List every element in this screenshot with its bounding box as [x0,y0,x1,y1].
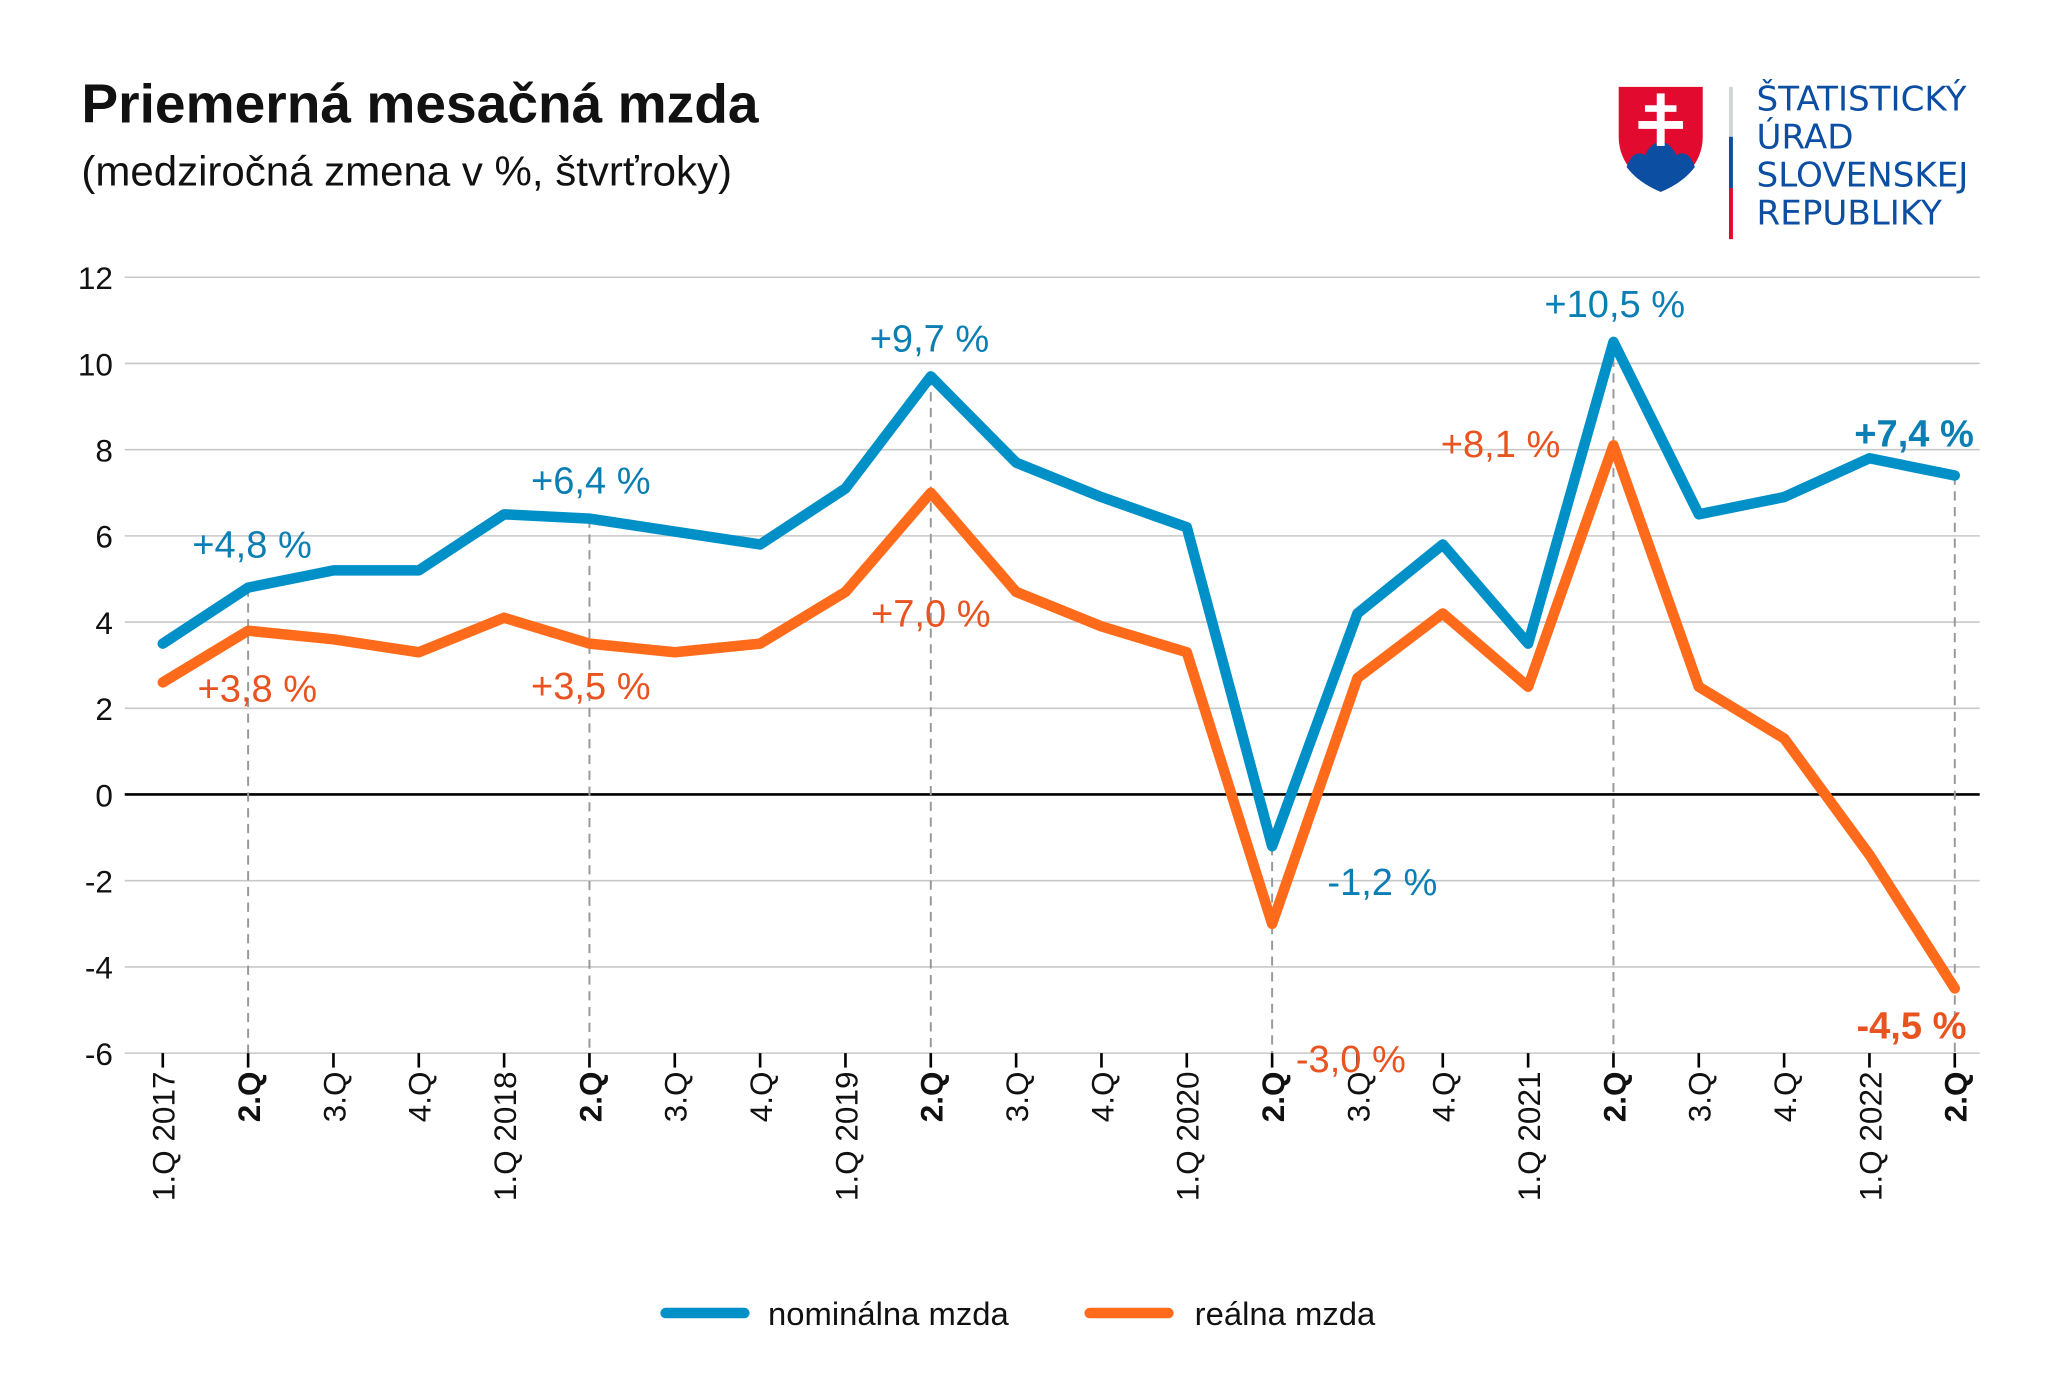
x-tick-label: 2.Q [914,1071,950,1122]
logo-text-line: ÚRAD [1757,117,1854,158]
y-tick-label: 0 [95,777,113,813]
data-label: -3,0 % [1296,1039,1406,1081]
x-tick-label: 4.Q [1084,1071,1120,1122]
x-tick-label: 3.Q [1682,1071,1718,1122]
plot-area: 12 10 8 6 4 2 0 -2 -4 -6 1.Q 2017 2.Q 3.Q 4.Q 1.Q 2018… [78,260,1980,1201]
x-tick-label: 1.Q 2018 [487,1071,523,1201]
x-tick-label: 2.Q [1255,1071,1291,1122]
data-label: -1,2 % [1327,862,1437,904]
y-tick-label: 8 [95,432,113,468]
data-label: +6,4 % [531,461,651,503]
y-tick-label: -4 [85,950,113,986]
legend: nominálna mzda reálna mzda [660,1295,1376,1332]
y-tick-label: -2 [85,864,113,900]
y-tick-label: 6 [95,519,113,555]
data-label: +3,5 % [531,666,651,708]
data-label: +8,1 % [1441,424,1561,466]
x-tick-label: 1.Q 2019 [828,1071,864,1201]
data-label: -4,5 % [1856,1005,1966,1047]
series-line-nominal [157,336,1961,852]
x-tick-label: 2.Q [231,1071,267,1122]
x-tick-label: 4.Q [1767,1071,1803,1122]
data-label: +4,8 % [192,524,312,566]
y-tick-label: 4 [95,605,113,641]
data-label: +3,8 % [198,669,318,711]
legend-item-real: reálna mzda [1084,1295,1376,1332]
x-tick-label: 3.Q [316,1071,352,1122]
legend-item-nominal: nominálna mzda [660,1295,1010,1332]
data-label: +7,0 % [871,594,991,636]
data-label: +9,7 % [870,318,990,360]
logo: ŠTATISTICKÝ ÚRAD SLOVENSKEJ REPUBLIKY [1618,79,1969,240]
logo-text-line: ŠTATISTICKÝ [1757,79,1967,120]
series-line-real [157,440,1961,994]
data-label: +10,5 % [1544,284,1685,326]
data-label: +7,4 % [1854,414,1974,456]
logo-text-line: REPUBLIKY [1757,194,1942,234]
x-tick-label: 4.Q [1426,1071,1462,1122]
x-tick-label: 1.Q 2017 [146,1071,182,1201]
x-tick-label: 1.Q 2022 [1852,1071,1888,1201]
logo-text-line: SLOVENSKEJ [1757,156,1969,196]
x-tick-label: 1.Q 2021 [1511,1071,1547,1201]
x-tick-label: 3.Q [999,1071,1035,1122]
x-tick-label: 3.Q [1340,1071,1376,1122]
x-tick-label: 3.Q [658,1071,694,1122]
x-tick-label: 2.Q [1938,1071,1974,1122]
x-tick-label: 4.Q [743,1071,779,1122]
x-tick-label: 2.Q [1596,1071,1632,1122]
x-tick-label: 2.Q [572,1071,608,1122]
logo-divider [1728,86,1733,137]
legend-label-real: reálna mzda [1195,1295,1376,1332]
y-tick-label: 10 [78,346,113,382]
slovak-coat-of-arms-icon [1618,86,1703,192]
y-tick-label: 12 [78,260,113,296]
x-tick-label: 1.Q 2020 [1170,1071,1206,1201]
legend-label-nominal: nominálna mzda [768,1295,1010,1332]
y-tick-label: 2 [95,691,113,727]
y-tick-label: -6 [85,1036,113,1072]
chart-subtitle: (medziročná zmena v %, štvrťroky) [81,147,732,194]
x-tick-label: 4.Q [402,1071,438,1122]
chart-title: Priemerná mesačná mzda [81,72,760,134]
